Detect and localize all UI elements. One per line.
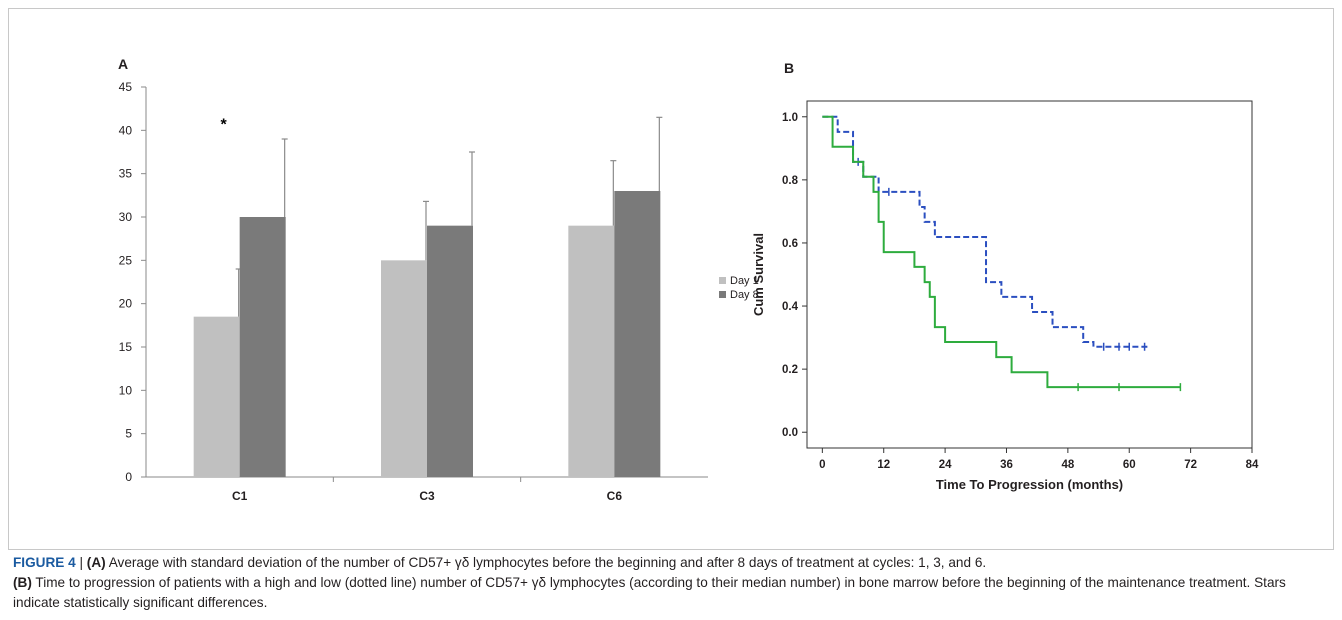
bar	[239, 217, 286, 477]
y-axis-title: Cum Survival	[751, 233, 766, 316]
caption-figure-label: FIGURE 4	[13, 555, 76, 570]
survival-line-solid	[822, 115, 1181, 389]
x-tick-label: 72	[1184, 459, 1197, 471]
y-tick-label: 1.0	[782, 112, 798, 124]
y-tick-label: 30	[119, 210, 133, 224]
y-tick-label: 25	[119, 253, 133, 267]
caption-b-text: Time to progression of patients with a h…	[13, 575, 1286, 610]
bar	[568, 225, 615, 477]
x-tick-label: 0	[819, 459, 825, 471]
y-tick-label: 0.0	[782, 427, 798, 439]
y-tick-label: 0	[125, 470, 132, 484]
x-tick-label: 60	[1123, 459, 1136, 471]
y-tick-label: 15	[119, 340, 133, 354]
figure-caption: FIGURE 4 | (A) Average with standard dev…	[13, 553, 1333, 613]
significance-marker: *	[221, 117, 228, 134]
y-tick-label: 0.8	[782, 175, 799, 187]
y-tick-label: 40	[119, 123, 133, 137]
x-tick-label: 24	[939, 459, 952, 471]
bar	[381, 260, 427, 477]
caption-separator: |	[75, 555, 87, 570]
y-tick-label: 45	[119, 80, 133, 94]
x-tick-label: C3	[419, 489, 435, 503]
x-tick-label: C1	[232, 489, 248, 503]
x-tick-label: C6	[607, 489, 623, 503]
panel-label-b: B	[784, 60, 795, 76]
figure-frame	[8, 8, 1334, 550]
y-tick-label: 20	[119, 297, 133, 311]
plot-frame	[806, 100, 1253, 449]
bar	[193, 316, 240, 477]
x-tick-label: 36	[1000, 459, 1013, 471]
y-tick-label: 10	[119, 383, 133, 397]
bar	[614, 191, 661, 477]
caption-a-text: Average with standard deviation of the n…	[105, 555, 987, 570]
y-tick-label: 35	[119, 167, 133, 181]
caption-a-tag: (A)	[86, 555, 106, 570]
survival-line-dashed	[822, 115, 1150, 348]
x-tick-label: 12	[877, 459, 890, 471]
caption-b-tag: (B)	[13, 575, 32, 590]
x-tick-label: 48	[1061, 459, 1074, 471]
bar	[427, 225, 473, 477]
panel-label-a: A	[118, 56, 129, 72]
x-axis-title: Time To Progression (months)	[936, 477, 1123, 492]
y-tick-label: 0.2	[782, 364, 798, 376]
y-tick-label: 0.6	[782, 238, 798, 250]
legend-swatch	[719, 291, 726, 298]
x-tick-label: 84	[1246, 459, 1259, 471]
legend-swatch	[719, 277, 726, 284]
y-tick-label: 5	[125, 427, 132, 441]
legend-label: Day 8	[730, 289, 759, 301]
y-tick-label: 0.4	[782, 301, 799, 313]
legend-label: Day 1	[730, 275, 759, 287]
